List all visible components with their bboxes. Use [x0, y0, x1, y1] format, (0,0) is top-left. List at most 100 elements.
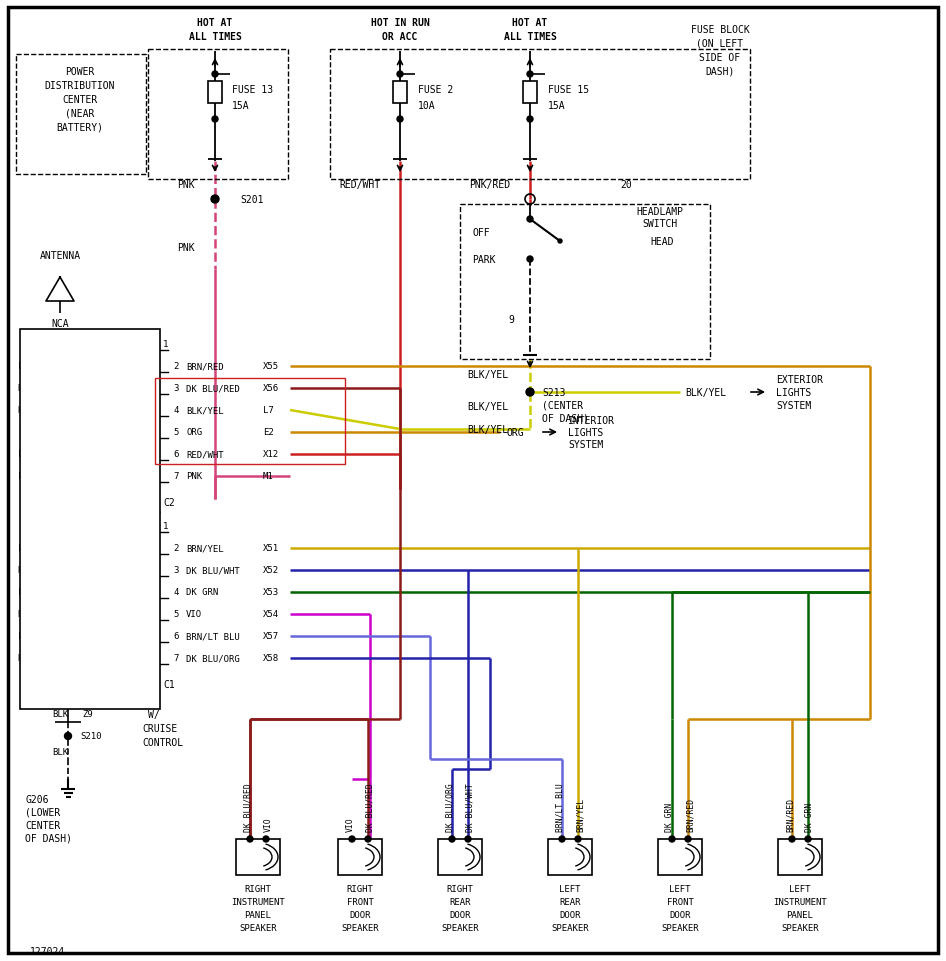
Circle shape: [558, 239, 562, 244]
Text: CENTER: CENTER: [62, 95, 97, 105]
Text: SPEAKER: SPEAKER: [342, 924, 378, 932]
Text: 2: 2: [173, 362, 179, 371]
Circle shape: [397, 117, 403, 123]
Text: BLK: BLK: [52, 710, 68, 719]
Text: HEADLAMP: HEADLAMP: [637, 207, 684, 217]
Text: RIGHT: RIGHT: [447, 884, 473, 894]
Text: C2: C2: [163, 498, 175, 507]
Text: BRN/RED: BRN/RED: [686, 797, 694, 831]
Text: REAR: REAR: [559, 898, 581, 906]
Circle shape: [449, 836, 455, 842]
Circle shape: [527, 257, 533, 262]
Text: DASH): DASH): [706, 67, 735, 77]
Text: HEAD: HEAD: [650, 236, 674, 247]
Text: 20: 20: [620, 180, 632, 190]
Circle shape: [349, 836, 355, 842]
Text: 6: 6: [173, 450, 179, 459]
Text: BRN/LT BLU: BRN/LT BLU: [555, 782, 565, 831]
Circle shape: [465, 836, 471, 842]
Text: OF DASH): OF DASH): [542, 413, 589, 424]
Text: SWITCH: SWITCH: [642, 219, 677, 229]
Bar: [330, 50, 750, 180]
Text: DK BLU/RED: DK BLU/RED: [186, 384, 239, 393]
Text: ORG: ORG: [186, 428, 202, 437]
Circle shape: [575, 836, 581, 842]
Text: INTERIOR: INTERIOR: [568, 415, 615, 426]
Text: OFF: OFF: [472, 228, 490, 237]
Text: RIGHT: RIGHT: [245, 884, 272, 894]
Text: FUSE 13: FUSE 13: [232, 85, 273, 95]
Text: DK BLU/WHT: DK BLU/WHT: [186, 566, 239, 575]
Circle shape: [263, 836, 269, 842]
Text: (CENTER: (CENTER: [542, 401, 583, 410]
Text: RADIO: RADIO: [22, 693, 51, 703]
Text: 4: 4: [173, 407, 179, 415]
Circle shape: [685, 836, 691, 842]
Text: BLK: BLK: [52, 748, 68, 756]
Text: VIO: VIO: [264, 817, 272, 831]
Text: PANEL: PANEL: [786, 911, 814, 920]
Text: FUSE 15: FUSE 15: [548, 85, 589, 95]
Text: SPEAKER: SPEAKER: [781, 924, 819, 932]
Bar: [338, 839, 382, 875]
Circle shape: [669, 836, 675, 842]
Text: LR SPKR (+): LR SPKR (+): [18, 544, 78, 553]
Text: HOT AT: HOT AT: [513, 18, 548, 28]
Text: DK BLU/ORG: DK BLU/ORG: [446, 782, 454, 831]
Text: 9: 9: [508, 314, 514, 325]
Circle shape: [212, 117, 218, 123]
Text: FRONT: FRONT: [667, 898, 693, 906]
Text: BATTERY): BATTERY): [57, 123, 103, 133]
Text: BRN/YEL: BRN/YEL: [186, 544, 223, 553]
Text: 1: 1: [163, 522, 168, 530]
Text: (NEAR: (NEAR: [65, 109, 95, 119]
Text: DK BLU/RED: DK BLU/RED: [365, 782, 375, 831]
Text: DOOR: DOOR: [559, 911, 581, 920]
Bar: [16, 55, 146, 175]
Bar: [460, 205, 710, 359]
Text: 7: 7: [173, 472, 179, 481]
Text: INSTRUMENT: INSTRUMENT: [231, 898, 285, 906]
Text: RR SPKR (-): RR SPKR (-): [18, 653, 78, 663]
Text: BRN/LT BLU: BRN/LT BLU: [186, 631, 239, 641]
Text: PNK: PNK: [186, 472, 202, 481]
Bar: [548, 839, 592, 875]
Text: EXTERIOR: EXTERIOR: [776, 375, 823, 384]
Text: S213: S213: [542, 387, 566, 398]
Text: LF SPKR (+): LF SPKR (+): [18, 588, 78, 597]
Bar: [393, 82, 407, 104]
Text: SPEAKER: SPEAKER: [239, 924, 277, 932]
Text: DK BLU/WHT: DK BLU/WHT: [465, 782, 475, 831]
Text: PNK: PNK: [178, 243, 195, 253]
Text: BLK/YEL: BLK/YEL: [685, 387, 727, 398]
Text: ANTENNA: ANTENNA: [40, 251, 80, 260]
Text: PNK: PNK: [178, 180, 195, 190]
Text: DOOR: DOOR: [669, 911, 691, 920]
Text: REAR: REAR: [449, 898, 471, 906]
Text: 3: 3: [173, 384, 179, 393]
Text: LIGHTS: LIGHTS: [568, 428, 604, 437]
Text: PANEL: PANEL: [245, 911, 272, 920]
Circle shape: [527, 217, 533, 223]
Text: DK BLU/RED: DK BLU/RED: [243, 782, 253, 831]
Bar: [523, 82, 537, 104]
Text: X12: X12: [263, 450, 279, 459]
Text: X51: X51: [263, 544, 279, 553]
Text: BRN/YEL: BRN/YEL: [575, 797, 585, 831]
Text: RIGHT: RIGHT: [346, 884, 374, 894]
Text: X58: X58: [263, 653, 279, 663]
Text: C1: C1: [163, 679, 175, 689]
Text: POWER: POWER: [65, 67, 95, 77]
Text: HOT AT: HOT AT: [198, 18, 233, 28]
Text: DOOR: DOOR: [449, 911, 471, 920]
Circle shape: [559, 836, 565, 842]
Text: BRN/RED: BRN/RED: [785, 797, 795, 831]
Text: DISTRIBUTION: DISTRIBUTION: [44, 81, 115, 91]
Text: OF DASH): OF DASH): [25, 833, 72, 843]
Text: CRUISE: CRUISE: [142, 724, 177, 733]
Text: X55: X55: [263, 362, 279, 371]
Text: BLK/YEL: BLK/YEL: [186, 407, 223, 415]
Text: DK GRN: DK GRN: [186, 588, 219, 597]
Text: 3: 3: [173, 566, 179, 575]
Text: E2: E2: [263, 428, 273, 437]
